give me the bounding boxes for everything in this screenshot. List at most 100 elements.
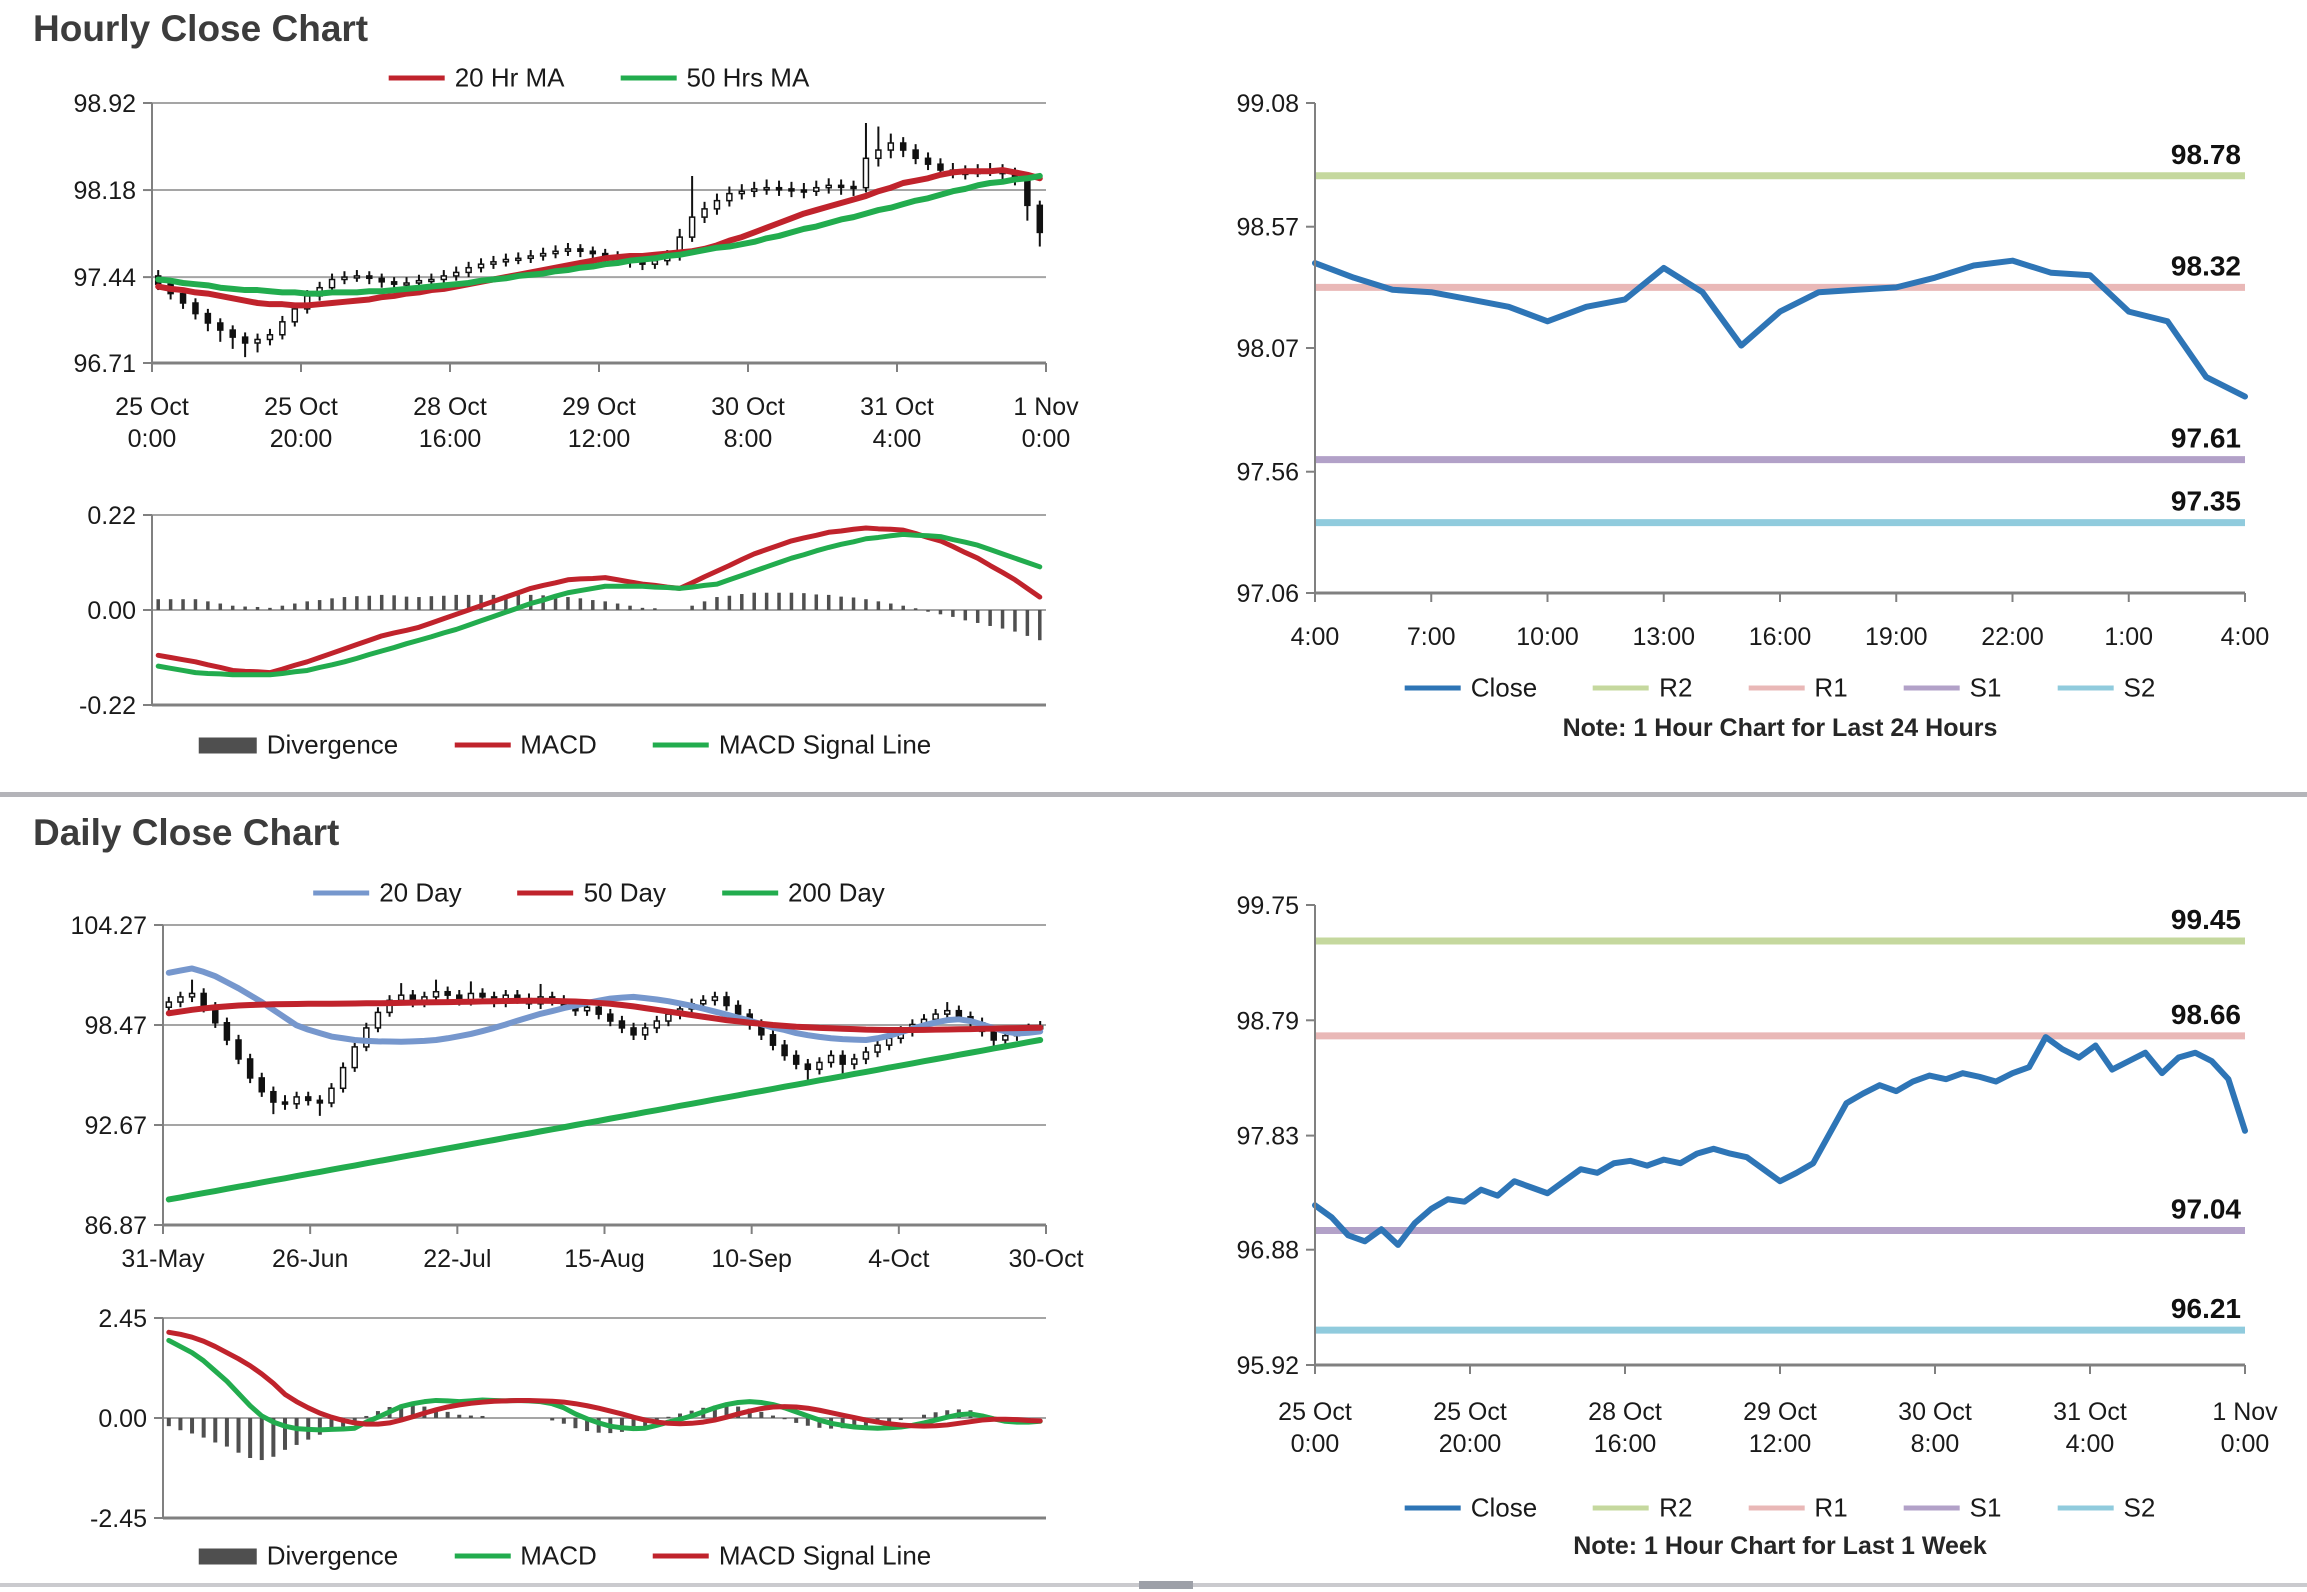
200-day-legend-swatch-icon [721,890,778,896]
s2-legend-swatch-icon [2057,1505,2114,1511]
hourly-macd-chart: 0.22 0.00 -0.22 [79,502,1046,720]
r1-legend-label: R1 [1814,1492,1848,1523]
divergence-legend-label: Divergence [266,1540,399,1571]
svg-text:98.79: 98.79 [1236,1007,1299,1035]
legend-item-200-day: 200 Day [721,877,885,909]
s1-legend-label: S1 [1969,1492,2002,1523]
svg-text:8:00: 8:00 [724,425,773,453]
legend-item-r1: R1 [1748,1492,1848,1524]
svg-text:0.22: 0.22 [87,502,136,530]
macd-signal-line-line [155,531,1043,678]
svg-text:97.06: 97.06 [1236,580,1299,608]
daily-macd-legend: Divergence MACD MACD Signal Line [171,1541,960,1572]
macd-line [155,525,1043,676]
svg-text:10-Sep: 10-Sep [711,1245,792,1273]
s1-legend-swatch-icon [1903,685,1960,691]
svg-text:96.88: 96.88 [1236,1237,1299,1265]
svg-text:104.27: 104.27 [71,912,147,940]
legend-item-50-hrs-ma: 50 Hrs MA [620,63,809,94]
svg-text:31 Oct: 31 Oct [2053,1398,2127,1426]
legend-item-macd-signal-line: MACD Signal Line [652,730,931,761]
r2-legend-label: R2 [1659,1492,1693,1523]
gridlines [152,514,1046,706]
x-axis-labels: 25 Oct 0:00 25 Oct 20:00 28 Oct 16:00 29 Oct 12… [1278,1365,2278,1458]
x-axis-labels: 4:00 7:00 10:00 13:00 16:00 19:00 22:00 1:00 4:0… [1291,593,2270,651]
svg-text:29 Oct: 29 Oct [1743,1398,1817,1426]
svg-text:26-Jun: 26-Jun [272,1245,348,1273]
20-hr-ma-legend-label: 20 Hr MA [454,62,565,93]
divergence-legend-label: Divergence [266,729,399,760]
svg-text:25 Oct: 25 Oct [115,393,189,421]
s2-legend-label: S2 [2123,672,2156,703]
daily-sr-legend: Close R2 R1 S1 S2 [1377,1493,2184,1524]
level-lines [1315,937,2245,1334]
svg-text:97.83: 97.83 [1236,1123,1299,1151]
close-line [1312,257,2248,400]
svg-text:0:00: 0:00 [1022,425,1071,453]
hourly-sr-legend: Close R2 R1 S1 S2 [1377,673,2184,704]
svg-text:16:00: 16:00 [1749,623,1812,651]
macd-legend-label: MACD [520,1540,597,1571]
y-axis-labels: 99.75 98.79 97.83 96.88 95.92 [1236,892,1315,1380]
svg-text:1 Nov: 1 Nov [1013,393,1079,421]
20-hr-ma-legend-swatch-icon [388,75,445,81]
svg-text:97.35: 97.35 [2171,486,2241,517]
svg-text:16:00: 16:00 [419,425,482,453]
daily-macd-chart: 2.45 0.00 -2.45 [90,1305,1046,1533]
svg-text:-2.45: -2.45 [90,1505,147,1533]
candlesticks [165,979,1044,1116]
legend-item-20-day: 20 Day [313,877,462,909]
legend-item-macd: MACD [454,1541,597,1572]
close-legend-label: Close [1470,1492,1538,1523]
svg-text:98.18: 98.18 [73,177,136,205]
svg-text:28 Oct: 28 Oct [413,393,487,421]
y-axis-labels: 2.45 0.00 -2.45 [90,1305,163,1533]
legend-item-50-day: 50 Day [517,878,666,909]
svg-text:99.08: 99.08 [1236,90,1299,118]
candlesticks [154,123,1044,358]
legend-item-r2: R2 [1593,673,1692,704]
x-axis-labels: 31-May 26-Jun 22-Jul 15-Aug 10-Sep 4-Oct 30-Oc… [121,1225,1084,1273]
svg-text:2.45: 2.45 [98,1305,147,1333]
macd-legend-swatch-icon [454,1553,511,1559]
daily-price-legend: 20 Day 50 Day 200 Day [285,878,913,909]
s1-legend-swatch-icon [1903,1505,1960,1511]
svg-text:0.00: 0.00 [98,1405,147,1433]
svg-text:4:00: 4:00 [2221,623,2270,651]
svg-text:99.45: 99.45 [2171,904,2241,935]
svg-text:97.61: 97.61 [2171,423,2241,454]
svg-text:10:00: 10:00 [1516,623,1579,651]
x-axis-labels: 25 Oct 0:00 25 Oct 20:00 28 Oct 16:00 29 Oct 12… [115,363,1079,453]
hourly-section-title: Hourly Close Chart [33,8,369,49]
daily-price-chart: 104.27 98.47 92.67 86.87 31-May 26-Jun 22-Jul 1… [71,912,1084,1273]
axes [1314,905,2245,1367]
divergence-bars [166,1404,1031,1461]
divergence-legend-swatch-icon [198,1548,257,1564]
svg-text:4-Oct: 4-Oct [868,1245,929,1273]
legend-item-s2: S2 [2057,673,2155,704]
svg-text:99.75: 99.75 [1236,892,1299,920]
svg-text:19:00: 19:00 [1865,623,1928,651]
hourly-sr-note: Note: 1 Hour Chart for Last 24 Hours [1562,714,1998,742]
gridlines [152,102,1046,364]
svg-text:-0.22: -0.22 [79,692,136,720]
hourly-sr-chart: 99.08 98.57 98.07 97.56 97.06 4:00 7:00 10:00 13… [1236,90,2269,651]
r1-legend-swatch-icon [1748,685,1805,691]
y-axis-labels: 99.08 98.57 98.07 97.56 97.06 [1236,90,1315,608]
svg-text:4:00: 4:00 [1291,623,1340,651]
y-axis-labels: 0.22 0.00 -0.22 [79,502,152,720]
r1-legend-swatch-icon [1748,1505,1805,1511]
svg-text:95.92: 95.92 [1236,1352,1299,1380]
r1-legend-label: R1 [1814,672,1848,703]
legend-item-macd-signal-line: MACD Signal Line [652,1541,931,1572]
svg-text:98.92: 98.92 [73,90,136,118]
50-hrs-ma-line [155,172,1043,297]
svg-text:92.67: 92.67 [84,1112,147,1140]
svg-text:96.21: 96.21 [2171,1293,2241,1324]
20-day-legend-label: 20 Day [379,877,462,908]
svg-text:0:00: 0:00 [128,425,177,453]
svg-text:15-Aug: 15-Aug [564,1245,645,1273]
200-day-legend-label: 200 Day [787,877,885,908]
